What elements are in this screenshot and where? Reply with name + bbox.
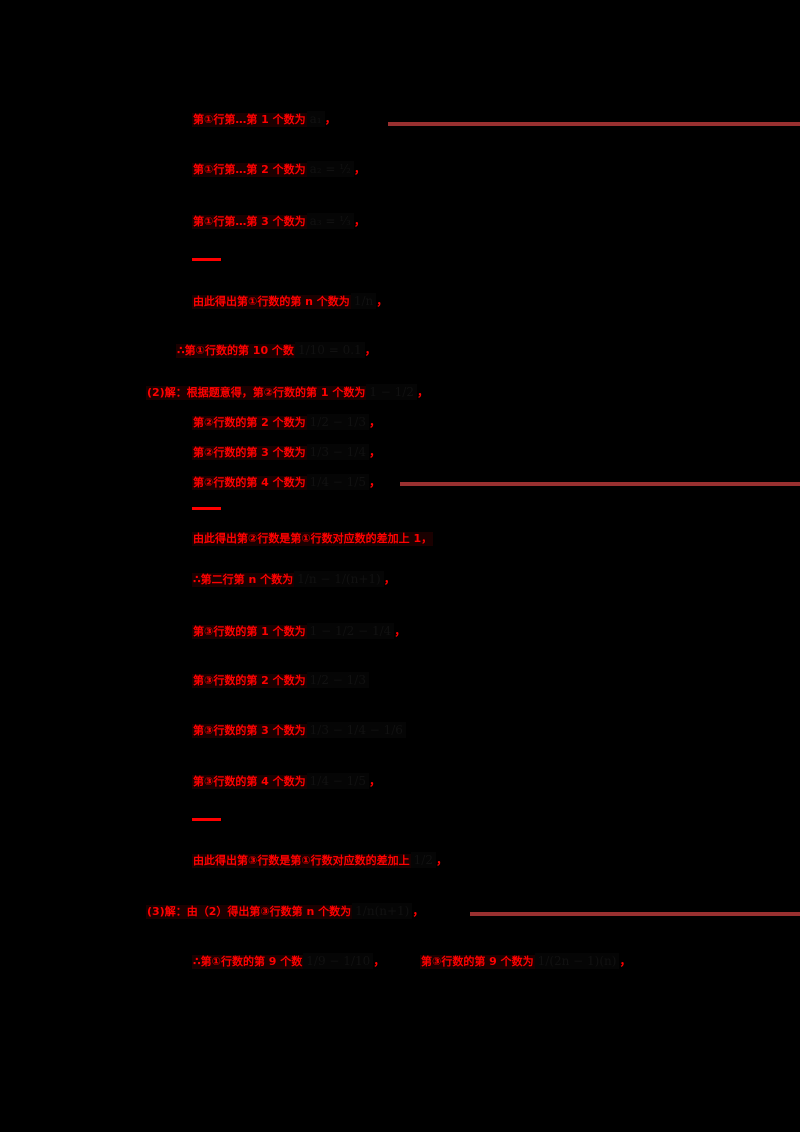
line-text: 第③行数的第 9 个数为 <box>420 955 535 969</box>
punctuation: ， <box>368 475 381 489</box>
punctuation: ， <box>368 774 381 788</box>
ellipsis-separator <box>192 258 221 261</box>
solution-line: 第①行第…第 2 个数为 a₂ = ½， <box>192 160 366 177</box>
solution-line: ∴第①行数的第 9 个数 1/9 − 1/10， <box>192 952 385 969</box>
punctuation: ， <box>373 954 386 968</box>
solution-line: 第③行数的第 2 个数为 1/2 − 1/3 <box>192 672 369 688</box>
line-text: 第②行数的第 3 个数为 <box>192 446 307 460</box>
punctuation: ， <box>364 343 377 357</box>
punctuation: ， <box>353 214 366 228</box>
punctuation: ， <box>368 445 381 459</box>
solution-line: 第①行第…第 3 个数为 a₃ = ⅓， <box>192 212 366 229</box>
math-formula: 1/n(n+1) <box>352 903 413 919</box>
solution-line: ∴第①行数的第 10 个数 1/10 = 0.1， <box>176 341 377 358</box>
underline-rule <box>388 122 800 126</box>
punctuation: ， <box>394 624 407 638</box>
solution-line: (3)解：由（2）得出第③行数第 n 个数为 1/n(n+1)， <box>146 902 424 919</box>
solution-line: 第③行数的第 1 个数为 1 − 1/2 − 1/4， <box>192 622 406 639</box>
ellipsis-separator <box>192 818 221 821</box>
solution-line: 第③行数的第 4 个数为 1/4 − 1/5， <box>192 772 381 789</box>
line-text: (2)解：根据题意得，第②行数的第 1 个数为 <box>146 386 367 400</box>
punctuation: ， <box>383 572 396 586</box>
math-formula: 1/n − 1/(n+1) <box>294 571 384 587</box>
line-text: 第③行数的第 4 个数为 <box>192 775 307 789</box>
line-text: (3)解：由（2）得出第③行数第 n 个数为 <box>146 905 353 919</box>
line-text: ∴第①行数的第 9 个数 <box>192 955 304 969</box>
line-text: 由此得出第②行数是第①行数对应数的差加上 1， <box>192 532 434 546</box>
math-formula: 1 − 1/2 − 1/4 <box>306 623 395 639</box>
punctuation: ， <box>619 954 632 968</box>
solution-line: 第①行第…第 1 个数为 a₁， <box>192 110 337 127</box>
punctuation: ， <box>324 112 337 126</box>
solution-line: 第②行数的第 4 个数为 1/4 − 1/5， <box>192 473 381 490</box>
line-text: 第②行数的第 2 个数为 <box>192 416 307 430</box>
line-text: 第①行第…第 1 个数为 <box>192 113 307 127</box>
line-text: 第③行数的第 2 个数为 <box>192 674 307 688</box>
line-text: 由此得出第③行数是第①行数对应数的差加上 <box>192 854 411 868</box>
punctuation: ， <box>368 415 381 429</box>
punctuation: ， <box>435 853 448 867</box>
math-formula: a₂ = ½ <box>306 161 354 177</box>
solution-line: 第③行数的第 3 个数为 1/3 − 1/4 − 1/6 <box>192 722 406 738</box>
line-text: ∴第二行第 n 个数为 <box>192 573 295 587</box>
line-text: ∴第①行数的第 10 个数 <box>176 344 295 358</box>
math-formula: 1/3 − 1/4 − 1/6 <box>306 722 406 738</box>
math-formula: 1/4 − 1/5 <box>306 474 369 490</box>
math-formula: 1/4 − 1/5 <box>306 773 369 789</box>
solution-line: 由此得出第②行数是第①行数对应数的差加上 1， <box>192 532 434 546</box>
punctuation: ， <box>416 385 429 399</box>
math-formula: 1/n <box>350 293 377 309</box>
line-text: 第②行数的第 4 个数为 <box>192 476 307 490</box>
math-formula: 1/2 <box>410 852 436 868</box>
math-formula: 1/10 = 0.1 <box>294 342 365 358</box>
solution-line: 由此得出第③行数是第①行数对应数的差加上 1/2， <box>192 851 448 868</box>
math-formula: 1/2 − 1/3 <box>306 414 369 430</box>
solution-line: 由此得出第①行数的第 n 个数为 1/n， <box>192 292 388 309</box>
underline-rule <box>470 912 800 916</box>
math-formula: a₃ = ⅓ <box>306 213 354 229</box>
math-formula: 1 − 1/2 <box>366 384 417 400</box>
math-formula: 1/(2n − 1)(n) <box>534 953 620 969</box>
punctuation: ， <box>376 294 389 308</box>
ellipsis-separator <box>192 507 221 510</box>
line-text: 第③行数的第 1 个数为 <box>192 625 307 639</box>
solution-line: 第②行数的第 2 个数为 1/2 − 1/3， <box>192 413 381 430</box>
solution-line: (2)解：根据题意得，第②行数的第 1 个数为 1 − 1/2， <box>146 383 429 400</box>
solution-line: 第③行数的第 9 个数为 1/(2n − 1)(n)， <box>420 952 631 969</box>
math-formula: a₁ <box>306 111 325 127</box>
line-text: 第③行数的第 3 个数为 <box>192 724 307 738</box>
math-formula: 1/3 − 1/4 <box>306 444 369 460</box>
punctuation: ， <box>412 904 425 918</box>
punctuation: ， <box>353 162 366 176</box>
math-formula: 1/9 − 1/10 <box>303 953 374 969</box>
solution-line: ∴第二行第 n 个数为 1/n − 1/(n+1)， <box>192 570 396 587</box>
line-text: 第①行第…第 2 个数为 <box>192 163 307 177</box>
line-text: 第①行第…第 3 个数为 <box>192 215 307 229</box>
solution-line: 第②行数的第 3 个数为 1/3 − 1/4， <box>192 443 381 460</box>
math-formula: 1/2 − 1/3 <box>306 672 369 688</box>
underline-rule <box>400 482 800 486</box>
line-text: 由此得出第①行数的第 n 个数为 <box>192 295 351 309</box>
